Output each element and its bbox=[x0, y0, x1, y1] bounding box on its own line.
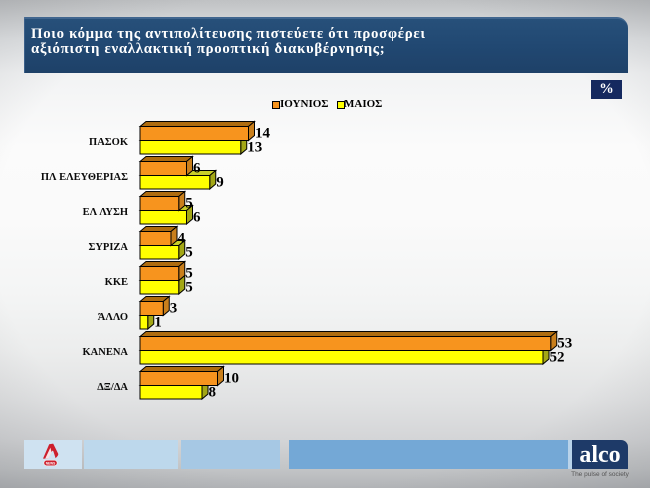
svg-text:9: 9 bbox=[216, 174, 224, 190]
svg-text:NEWS: NEWS bbox=[46, 461, 56, 465]
svg-text:ΔΞ/ΔΑ: ΔΞ/ΔΑ bbox=[97, 382, 128, 393]
svg-text:52: 52 bbox=[550, 349, 565, 365]
svg-text:ΕΛ ΛΥΣΗ: ΕΛ ΛΥΣΗ bbox=[83, 207, 128, 218]
svg-text:5: 5 bbox=[185, 279, 193, 295]
svg-text:8: 8 bbox=[209, 384, 217, 400]
svg-text:10: 10 bbox=[224, 371, 239, 387]
svg-text:5: 5 bbox=[185, 196, 193, 212]
svg-text:1: 1 bbox=[154, 314, 162, 330]
svg-text:5: 5 bbox=[185, 244, 193, 260]
svg-text:ΚΑΝΕΝΑ: ΚΑΝΕΝΑ bbox=[82, 347, 128, 358]
svg-text:14: 14 bbox=[255, 126, 271, 142]
svg-text:ΆΛΛΟ: ΆΛΛΟ bbox=[98, 312, 128, 323]
svg-text:3: 3 bbox=[170, 301, 178, 317]
svg-text:6: 6 bbox=[193, 209, 201, 225]
svg-text:ΠΑΣΟΚ: ΠΑΣΟΚ bbox=[89, 137, 129, 148]
svg-text:6: 6 bbox=[193, 161, 201, 177]
svg-text:13: 13 bbox=[247, 139, 262, 155]
svg-text:ΣΥΡΙΖΑ: ΣΥΡΙΖΑ bbox=[88, 242, 128, 253]
svg-text:ΚΚΕ: ΚΚΕ bbox=[105, 277, 128, 288]
svg-text:53: 53 bbox=[557, 336, 572, 352]
svg-text:ΠΛ ΕΛΕΥΘΕΡΙΑΣ: ΠΛ ΕΛΕΥΘΕΡΙΑΣ bbox=[41, 172, 128, 183]
svg-text:4: 4 bbox=[178, 231, 186, 247]
svg-text:5: 5 bbox=[185, 266, 193, 282]
